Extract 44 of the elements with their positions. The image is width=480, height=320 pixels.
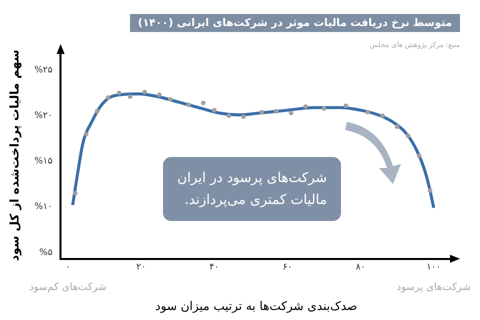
point xyxy=(274,108,279,114)
point xyxy=(94,108,100,114)
point xyxy=(84,132,89,136)
point xyxy=(186,102,191,108)
point xyxy=(142,90,148,94)
y-tick-label: %۲۵ xyxy=(34,66,53,76)
point xyxy=(106,95,110,100)
point xyxy=(394,124,400,130)
point xyxy=(416,154,422,158)
text: شرکت‌های کم‌سود xyxy=(29,282,107,293)
point xyxy=(380,113,385,118)
y-tick-label: %۲۰ xyxy=(34,111,53,122)
point xyxy=(366,110,370,114)
y-axis-title: سهم مالیات پرداخت‌شده از کل سود xyxy=(7,50,22,262)
point xyxy=(428,188,432,193)
point xyxy=(406,134,410,138)
text: شرکت‌های پرسود xyxy=(396,282,471,293)
point xyxy=(116,90,122,96)
point xyxy=(303,104,308,109)
point xyxy=(322,106,326,111)
y-tick-label: %۱۵ xyxy=(34,156,53,167)
point xyxy=(288,110,294,116)
x-tick-label: ۰ xyxy=(66,262,70,273)
point xyxy=(344,103,348,108)
point xyxy=(128,94,132,99)
point xyxy=(168,97,173,102)
x-tick-label: ۸۰ xyxy=(356,262,366,273)
y-tick-label: %۵ xyxy=(39,248,53,258)
point xyxy=(241,114,246,119)
point xyxy=(157,92,162,98)
point xyxy=(200,100,206,106)
x-tick-label: ۱۰۰ xyxy=(426,262,441,273)
point xyxy=(259,110,264,114)
x-axis-title: صدک‌بندی شرکت‌ها به ترتیب میزان سود xyxy=(155,298,358,313)
point xyxy=(72,190,78,196)
line-series xyxy=(71,92,436,210)
point xyxy=(212,108,217,113)
x-tick-label: ۲۰ xyxy=(136,262,146,273)
x-tick-label: ۴۰ xyxy=(209,262,220,273)
point xyxy=(226,113,232,118)
x-tick-label: ۶۰ xyxy=(282,262,292,273)
callout-box: شرکت‌های پرسود در ایران مالیات کمتری می‌پردازند. xyxy=(163,157,341,221)
chart-title: متوسط نرخ دریافت مالیات موثر در شرکت‌های ایرانی (۱۴۰۰) xyxy=(130,14,460,32)
y-tick-label: %۱۰ xyxy=(34,202,53,212)
